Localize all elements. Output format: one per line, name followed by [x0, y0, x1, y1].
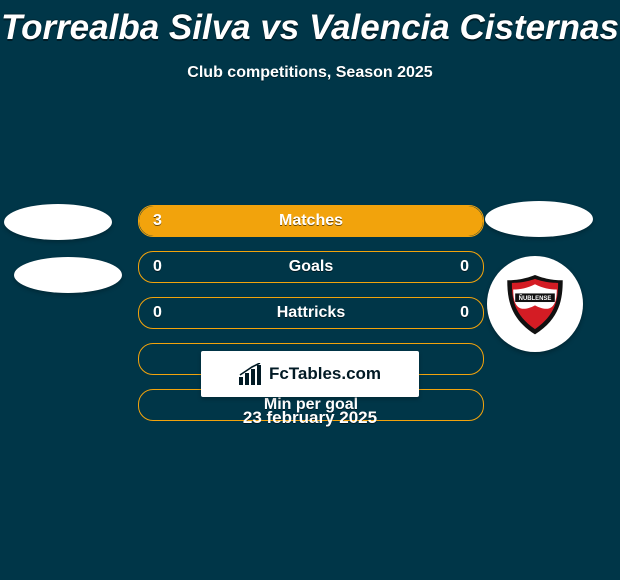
player-left-photo-1: [4, 204, 112, 240]
page-title: Torrealba Silva vs Valencia Cisternas: [0, 8, 620, 48]
date-text: 23 february 2025: [0, 408, 620, 428]
club-badge: ÑUBLENSE: [487, 256, 583, 352]
stat-row-matches: Matches3: [138, 205, 484, 237]
stat-label: Hattricks: [139, 298, 483, 327]
watermark: FcTables.com: [201, 351, 419, 397]
stat-value-left: 0: [153, 298, 162, 327]
club-shield-text: ÑUBLENSE: [519, 295, 552, 302]
stat-value-left: 3: [153, 206, 162, 235]
watermark-text: FcTables.com: [269, 364, 381, 384]
page-subtitle: Club competitions, Season 2025: [0, 64, 620, 82]
chart-icon: [239, 363, 263, 385]
stat-value-right: 0: [460, 298, 469, 327]
stat-label: Goals: [139, 252, 483, 281]
stat-value-left: 0: [153, 252, 162, 281]
player-right-photo: [485, 201, 593, 237]
player-left-photo-2: [14, 257, 122, 293]
stat-row-hattricks: Hattricks0 0: [138, 297, 484, 329]
stat-value-right: 0: [460, 252, 469, 281]
stat-label: Matches: [139, 206, 483, 235]
stat-row-goals: Goals0 0: [138, 251, 484, 283]
club-shield-icon: ÑUBLENSE: [502, 271, 568, 337]
